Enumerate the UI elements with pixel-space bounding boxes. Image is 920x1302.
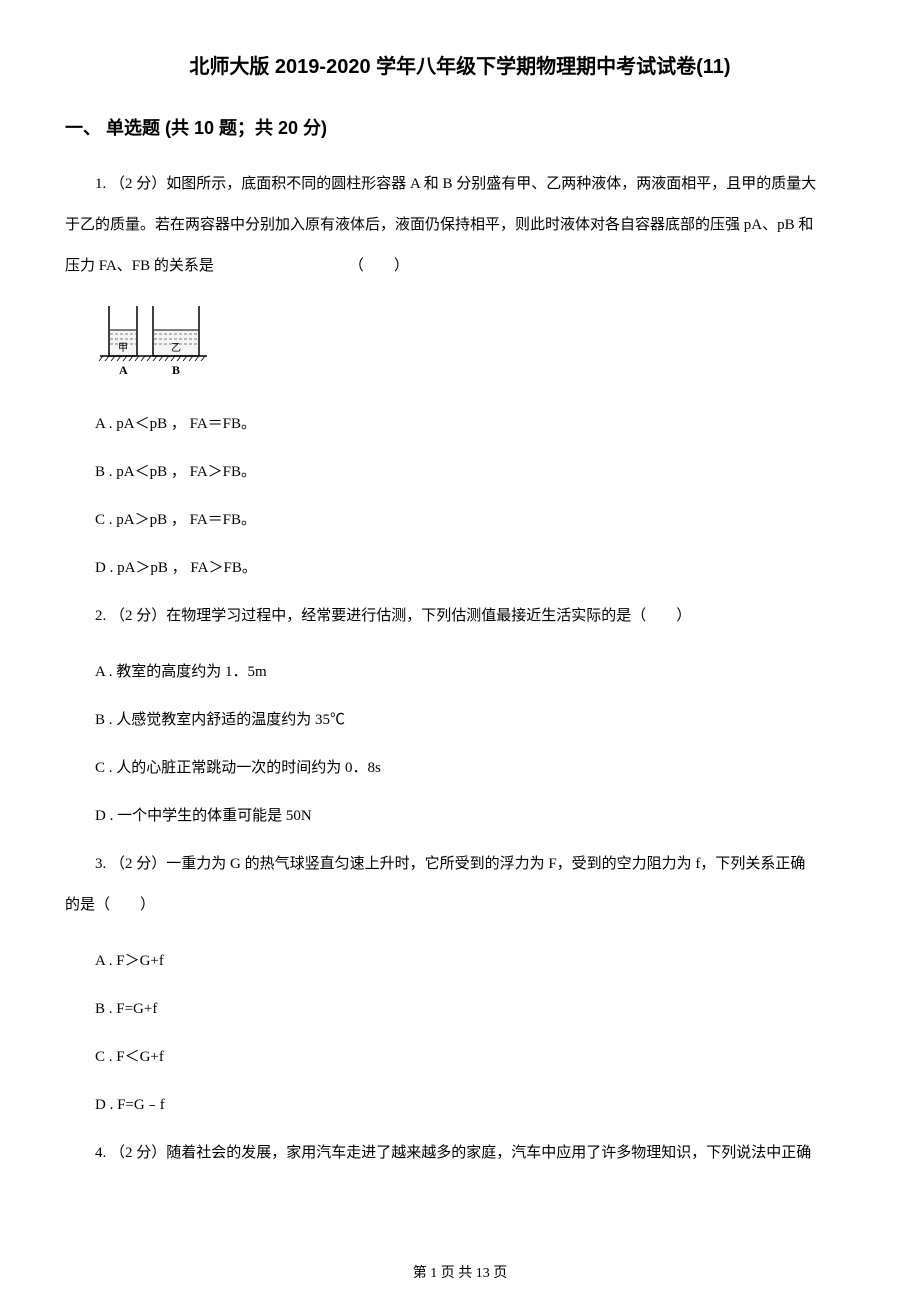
container-diagram-svg: 甲 乙 A B: [95, 298, 210, 378]
q4-text: 4. （2 分）随着社会的发展，家用汽车走进了越来越多的家庭，汽车中应用了许多物…: [65, 1137, 855, 1170]
q2-opt-b: B . 人感觉教室内舒适的温度约为 35℃: [65, 704, 855, 737]
q3-opt-a: A . F＞G+f: [65, 945, 855, 978]
q1-diagram: 甲 乙 A B: [95, 298, 855, 378]
page-footer: 第 1 页 共 13 页: [0, 1262, 920, 1282]
label-a: A: [119, 363, 128, 377]
q1-line3: 压力 FA、FB 的关系是 （ ）: [65, 250, 855, 283]
q2-opt-d: D . 一个中学生的体重可能是 50N: [65, 800, 855, 833]
q3-line2: 的是（ ）: [65, 889, 855, 922]
section-header: 一、 单选题 (共 10 题；共 20 分): [65, 114, 855, 140]
q1-line1: 1. （2 分）如图所示，底面积不同的圆柱形容器 A 和 B 分别盛有甲、乙两种…: [65, 168, 855, 201]
svg-text:乙: 乙: [171, 342, 181, 354]
q1-opt-d: D . pA＞pB ， FA＞FB。: [65, 552, 855, 585]
q3-opt-b: B . F=G+f: [65, 993, 855, 1026]
label-b: B: [172, 363, 180, 377]
page-title: 北师大版 2019-2020 学年八年级下学期物理期中考试试卷(11): [65, 50, 855, 79]
q2-text: 2. （2 分）在物理学习过程中，经常要进行估测，下列估测值最接近生活实际的是（…: [65, 600, 855, 633]
q3-opt-d: D . F=G﹣f: [65, 1089, 855, 1122]
q3-opt-c: C . F＜G+f: [65, 1041, 855, 1074]
q3-line1: 3. （2 分）一重力为 G 的热气球竖直匀速上升时，它所受到的浮力为 F，受到…: [65, 848, 855, 881]
q1-line2: 于乙的质量。若在两容器中分别加入原有液体后，液面仍保持相平，则此时液体对各自容器…: [65, 209, 855, 242]
svg-text:甲: 甲: [118, 343, 128, 354]
q2-opt-a: A . 教室的高度约为 1．5m: [65, 656, 855, 689]
q1-opt-a: A . pA＜pB ， FA＝FB。: [65, 408, 855, 441]
q1-opt-b: B . pA＜pB ， FA＞FB。: [65, 456, 855, 489]
q2-opt-c: C . 人的心脏正常跳动一次的时间约为 0．8s: [65, 752, 855, 785]
q1-opt-c: C . pA＞pB ， FA＝FB。: [65, 504, 855, 537]
